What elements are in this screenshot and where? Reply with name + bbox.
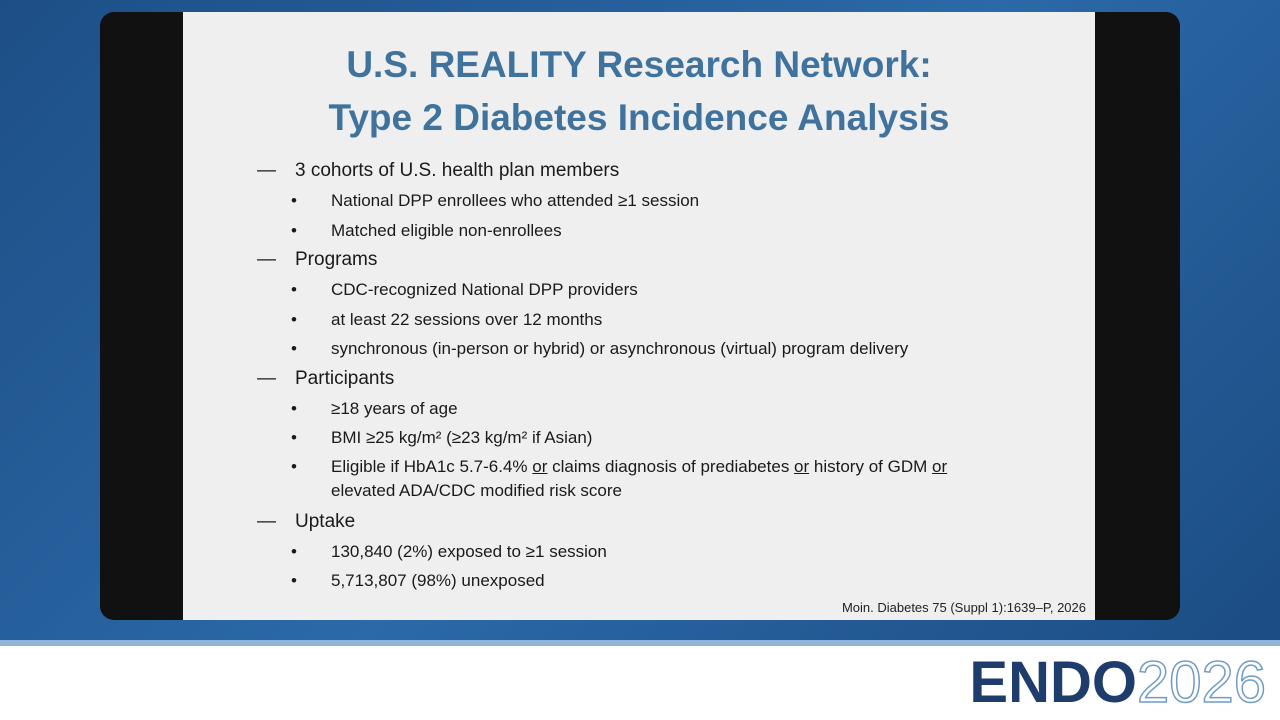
section-heading: — Programs bbox=[257, 245, 1011, 275]
bullet-text: CDC-recognized National DPP providers bbox=[331, 280, 638, 299]
logo: ENDO2026 bbox=[969, 650, 1267, 715]
bullet-marker: • bbox=[291, 541, 297, 561]
bullet-run: elevated ADA/CDC modified risk score bbox=[331, 481, 623, 500]
heading-text: Programs bbox=[295, 249, 378, 270]
section-heading: — Participants bbox=[257, 364, 1011, 394]
bullet-text: 130,840 (2%) exposed to ≥1 session bbox=[331, 541, 607, 561]
bullet-run: or bbox=[794, 456, 810, 476]
heading-marker: — bbox=[257, 367, 276, 389]
bullet-marker: • bbox=[291, 428, 297, 447]
bullet-run: or bbox=[931, 456, 948, 476]
bullet: • 130,840 (2%) exposed to ≥1 session bbox=[257, 537, 1011, 567]
bullet-marker: • bbox=[291, 309, 297, 329]
bullet-text: at least 22 sessions over 12 months bbox=[331, 309, 603, 329]
heading-marker: — bbox=[257, 249, 276, 270]
bullet-marker: • bbox=[291, 191, 297, 210]
bullet-text: ≥18 years of age bbox=[331, 398, 458, 418]
heading-text: Participants bbox=[295, 367, 395, 389]
bullet-marker: • bbox=[291, 339, 297, 358]
bullet-text: BMI ≥25 kg/m² (≥23 kg/m² if Asian) bbox=[331, 428, 593, 447]
bullet-text: synchronous (in-person or hybrid) or asy… bbox=[331, 339, 909, 358]
bullet-run: history of GDM bbox=[809, 456, 932, 476]
bullet-marker: • bbox=[291, 456, 297, 476]
heading-text: Uptake bbox=[295, 510, 356, 532]
bullet-run: or bbox=[532, 456, 548, 476]
section-heading: — 3 cohorts of U.S. health plan members bbox=[257, 156, 1011, 186]
slide: U.S. REALITY Research Network: Type 2 Di… bbox=[183, 12, 1095, 620]
bullet: • Matched eligible non-enrollees bbox=[257, 216, 1011, 246]
bullet-run: Eligible if HbA1c 5.7-6.4% bbox=[331, 456, 533, 476]
bullet-marker: • bbox=[291, 280, 297, 299]
bullet: • Eligible if HbA1c 5.7-6.4% or claims di… bbox=[257, 453, 1011, 507]
bullet-marker: • bbox=[291, 398, 297, 418]
title-line: U.S. REALITY Research Network: bbox=[346, 44, 932, 85]
logo-year: 2026 bbox=[1136, 650, 1267, 715]
section-heading: — Uptake bbox=[257, 507, 1011, 537]
logo-name: ENDO bbox=[969, 650, 1137, 715]
bullet: • CDC-recognized National DPP providers bbox=[257, 275, 1011, 305]
slide-title: U.S. REALITY Research Network: Type 2 Di… bbox=[183, 38, 1095, 144]
bullet: • BMI ≥25 kg/m² (≥23 kg/m² if Asian) bbox=[257, 423, 1011, 453]
bullet-text: Matched eligible non-enrollees bbox=[331, 220, 562, 240]
bullet: • ≥18 years of age bbox=[257, 394, 1011, 424]
bullet: • at least 22 sessions over 12 months bbox=[257, 305, 1011, 335]
citation: Moin. Diabetes 75 (Suppl 1):1639–P, 2026 bbox=[841, 600, 1086, 615]
bullet-run: claims diagnosis of prediabetes bbox=[547, 456, 795, 476]
bullet: • synchronous (in-person or hybrid) or as… bbox=[257, 334, 1011, 364]
bullet-text: 5,713,807 (98%) unexposed bbox=[331, 571, 545, 590]
footer-band bbox=[0, 640, 1280, 720]
title-line: Type 2 Diabetes Incidence Analysis bbox=[328, 97, 950, 138]
bullet-marker: • bbox=[291, 571, 297, 590]
bullet: • 5,713,807 (98%) unexposed bbox=[257, 566, 1011, 596]
bullet-text: National DPP enrollees who attended ≥1 s… bbox=[331, 191, 700, 210]
heading-marker: — bbox=[257, 510, 276, 532]
bullet-marker: • bbox=[291, 220, 297, 240]
slide-body: — 3 cohorts of U.S. health plan members • N… bbox=[257, 156, 1011, 596]
heading-text: 3 cohorts of U.S. health plan members bbox=[295, 160, 620, 181]
bullet: • National DPP enrollees who attended ≥1 … bbox=[257, 186, 1011, 216]
heading-marker: — bbox=[257, 160, 276, 181]
